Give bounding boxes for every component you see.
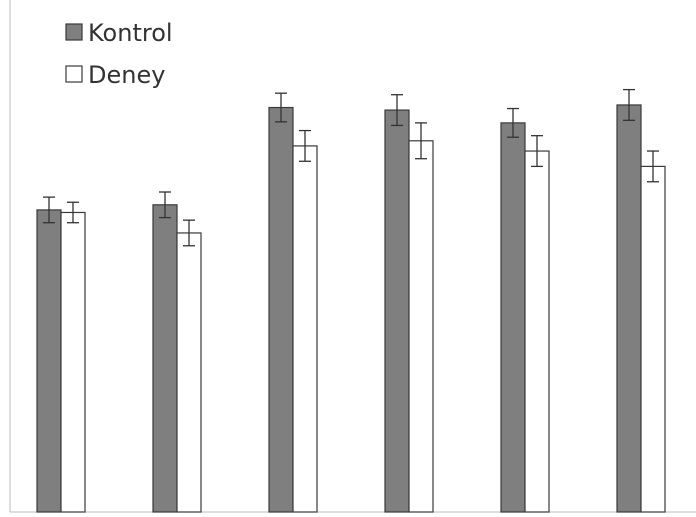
bar-kontrol-6 xyxy=(616,104,642,513)
legend-swatch-deney xyxy=(65,65,83,83)
bars xyxy=(36,88,666,513)
bar-deney-3 xyxy=(292,145,318,513)
axes xyxy=(9,0,696,513)
bar-deney-1 xyxy=(60,211,86,513)
bar-kontrol-5 xyxy=(500,122,526,513)
bar-deney-6 xyxy=(640,165,666,513)
bar-deney-5 xyxy=(524,150,550,513)
bar-kontrol-1 xyxy=(36,209,62,513)
bar-deney-2 xyxy=(176,232,202,513)
bar-kontrol-2 xyxy=(152,204,178,513)
bar-deney-4 xyxy=(408,140,434,513)
legend-label-kontrol: Kontrol xyxy=(88,19,173,47)
bar-kontrol-4 xyxy=(384,109,410,513)
legend-label-deney: Deney xyxy=(88,61,165,89)
legend: Kontrol Deney xyxy=(65,19,173,89)
legend-swatch-kontrol xyxy=(65,23,83,41)
bar-kontrol-3 xyxy=(268,106,294,513)
